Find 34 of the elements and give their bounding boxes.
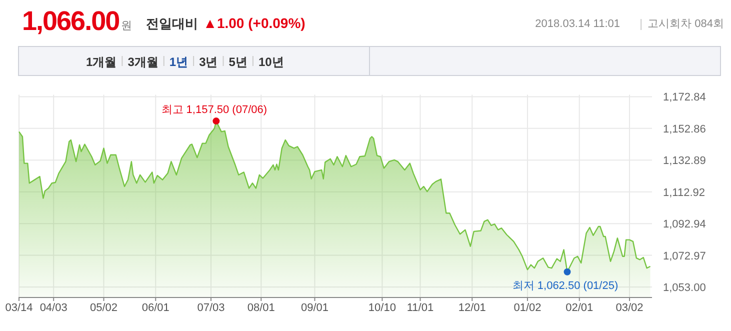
x-tick-label: 05/02 xyxy=(90,302,118,314)
text: 3개월 xyxy=(128,55,158,69)
text: 고시회차 084회 xyxy=(648,18,724,30)
x-tick-label: 04/03 xyxy=(40,302,68,314)
x-tick-label: 01/02 xyxy=(514,302,542,314)
x-tick-label: 09/01 xyxy=(300,302,329,314)
y-tick-label: 1,072.97 xyxy=(663,250,706,262)
x-tick-label: 07/03 xyxy=(197,302,225,314)
y-tick-label: 1,172.84 xyxy=(663,92,706,104)
text: 10년 xyxy=(258,55,284,69)
text: 2018.03.14 11:01 xyxy=(535,18,620,30)
text: 1년 xyxy=(169,55,188,69)
x-tick-label: 02/01 xyxy=(566,302,594,314)
x-tick-label: 06/01 xyxy=(142,302,170,314)
text: 3년 xyxy=(199,55,218,69)
chart-title: 1,066.00 xyxy=(22,6,120,36)
x-tick-label: 11/01 xyxy=(406,302,434,314)
text: 전일대비 xyxy=(146,16,198,31)
text: ▲1.00 (+0.09%) xyxy=(203,15,306,31)
text: 원 xyxy=(121,20,132,32)
annotation: 최저 1,062.50 (01/25) xyxy=(512,280,618,292)
x-tick-label: 03/14 xyxy=(5,302,33,314)
y-tick-label: 1,112.92 xyxy=(663,186,706,199)
text: 5년 xyxy=(228,55,248,69)
text: 1개월 xyxy=(86,55,117,69)
y-tick-label: 1,092.94 xyxy=(663,218,706,231)
y-tick-label: 1,152.86 xyxy=(663,123,706,136)
y-tick-label: 1,132.89 xyxy=(663,155,706,168)
y-tick-label: 1,053.00 xyxy=(663,282,706,294)
x-tick-label: 12/01 xyxy=(458,302,486,314)
annotation: 최고 1,157.50 (07/06) xyxy=(161,104,268,116)
x-tick-label: 10/10 xyxy=(368,302,396,314)
x-tick-label: 08/01 xyxy=(247,302,275,314)
x-tick-label: 03/02 xyxy=(616,302,644,314)
